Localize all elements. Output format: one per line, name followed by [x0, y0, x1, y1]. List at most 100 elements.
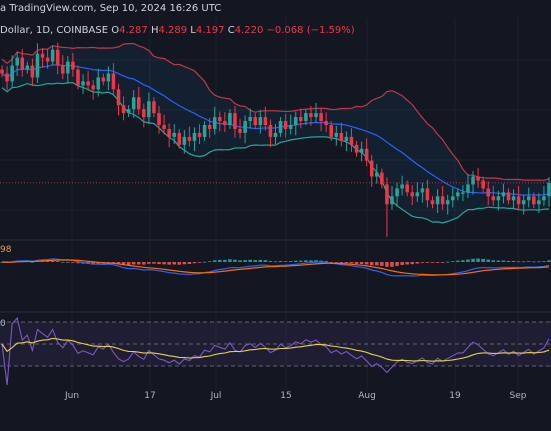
- macd-histogram-bar: [278, 261, 283, 262]
- x-label: Jun: [64, 391, 80, 401]
- candle-body: [466, 184, 470, 193]
- candle-body: [385, 184, 389, 205]
- high-label: H: [150, 25, 159, 36]
- candle-body: [167, 128, 171, 137]
- candle-body: [218, 117, 222, 122]
- macd-histogram-bar: [526, 261, 531, 262]
- macd-histogram-bar: [304, 260, 308, 262]
- candle-body: [537, 200, 541, 205]
- macd-histogram-bar: [486, 259, 490, 262]
- low-value: 4.197: [195, 25, 225, 36]
- low-label: L: [190, 25, 196, 36]
- macd-histogram-bar: [476, 258, 480, 262]
- macd-histogram-bar: [192, 262, 197, 264]
- macd-value: 98: [0, 245, 12, 255]
- candle-body: [319, 113, 323, 122]
- macd-histogram-bar: [461, 260, 465, 262]
- macd-histogram-bar: [491, 260, 496, 262]
- candle-body: [111, 73, 116, 90]
- candle-body: [445, 200, 450, 205]
- candle-body: [25, 65, 30, 70]
- macd-histogram-bar: [147, 262, 151, 264]
- candle-body: [278, 121, 283, 133]
- candle-body: [547, 182, 551, 197]
- candle-body: [116, 89, 121, 106]
- candle-body: [491, 196, 496, 201]
- candle-body: [329, 125, 333, 137]
- candle-body: [253, 117, 258, 125]
- candle-body: [476, 176, 480, 181]
- candle-body: [258, 117, 263, 125]
- candle-body: [425, 188, 430, 201]
- candle-body: [456, 192, 460, 197]
- macd-histogram-bar: [466, 259, 470, 262]
- macd-histogram-bar: [471, 258, 475, 262]
- candle-body: [5, 73, 9, 82]
- candle-body: [349, 136, 354, 145]
- candle-body: [15, 57, 19, 66]
- candle-body: [288, 125, 293, 129]
- symbol-name[interactable]: Dollar, 1D, COINBASE: [0, 25, 109, 36]
- candle-body: [248, 117, 252, 122]
- candle-body: [532, 196, 536, 205]
- candle-body: [542, 196, 546, 201]
- candle-body: [450, 196, 455, 201]
- macd-histogram-bar: [152, 262, 156, 264]
- candle-body: [86, 81, 90, 86]
- macd-histogram-bar: [511, 260, 516, 262]
- x-label: Jul: [210, 391, 222, 401]
- macd-histogram-bar: [258, 259, 263, 262]
- rsi-line: [1, 316, 550, 386]
- rsi-ma-line: [1, 337, 550, 362]
- candle-body: [152, 101, 156, 114]
- macd-histogram-bar: [344, 262, 349, 264]
- macd-histogram-bar: [450, 261, 455, 262]
- macd-histogram-bar: [314, 260, 318, 262]
- candle-body: [162, 125, 166, 129]
- macd-histogram-bar: [131, 262, 136, 265]
- macd-histogram-bar: [91, 262, 95, 265]
- macd-histogram-bar: [121, 262, 126, 266]
- macd-histogram-bar: [400, 262, 404, 265]
- chart-watermark: a TradingView.com, Sep 10, 2024 16:26 UT…: [0, 3, 222, 14]
- candle-body: [212, 117, 217, 129]
- candle-body: [511, 196, 516, 201]
- candle-body: [192, 132, 197, 141]
- candle-body: [273, 132, 278, 137]
- candle-body: [187, 136, 192, 141]
- candle-body: [369, 160, 374, 177]
- candle-body: [324, 121, 328, 125]
- candle-body: [81, 81, 85, 86]
- macd-histogram-bar: [385, 262, 389, 267]
- candle-body: [228, 113, 232, 125]
- macd-histogram-bar: [283, 261, 288, 262]
- macd-histogram-bar: [547, 260, 551, 262]
- macd-histogram-bar: [218, 259, 222, 262]
- macd-histogram-bar: [420, 262, 425, 263]
- candle-body: [309, 113, 313, 118]
- macd-histogram-bar: [212, 260, 217, 262]
- close-label: C: [227, 25, 235, 36]
- candle-body: [268, 125, 273, 137]
- signal-line: [1, 259, 550, 276]
- macd-histogram-bar: [521, 261, 526, 263]
- candle-body: [0, 69, 4, 74]
- candle-body: [364, 148, 369, 161]
- candle-body: [66, 61, 70, 74]
- candle-body: [304, 113, 308, 122]
- macd-histogram-bar: [30, 261, 35, 263]
- bollinger-upper: [1, 42, 550, 181]
- macd-histogram-bar: [506, 260, 511, 262]
- open-value: 4.287: [119, 25, 148, 36]
- macd-histogram-bar: [273, 261, 278, 263]
- candle-body: [202, 125, 207, 137]
- candle-body: [182, 136, 187, 145]
- macd-histogram-bar: [456, 260, 460, 262]
- time-axis[interactable]: Jun 17 Jul 15 Aug 19 Sep: [0, 391, 551, 405]
- macd-histogram-bar: [268, 261, 273, 262]
- candle-body: [172, 132, 176, 137]
- candle-body: [61, 65, 65, 74]
- macd-histogram-bar: [55, 261, 60, 262]
